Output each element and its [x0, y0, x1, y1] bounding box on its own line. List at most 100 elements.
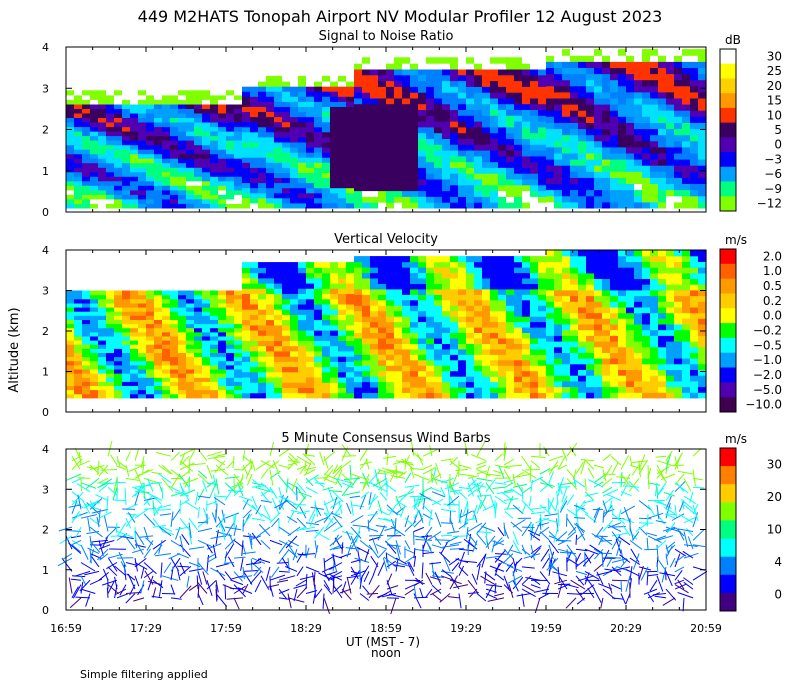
field-cell: [170, 149, 179, 155]
field-cell: [298, 116, 307, 123]
field-cell: [178, 302, 187, 308]
field-cell: [354, 196, 363, 203]
field-cell: [338, 314, 347, 321]
field-cell: [106, 331, 115, 337]
field-cell: [202, 167, 211, 173]
field-cell: [514, 370, 523, 377]
field-cell: [666, 61, 675, 68]
field-cell: [626, 104, 635, 111]
wind-barb: [401, 458, 415, 470]
field-cell: [570, 329, 579, 336]
field-cell: [490, 126, 499, 134]
field-cell: [466, 63, 475, 70]
wind-barb: [134, 491, 150, 493]
field-cell: [314, 152, 323, 158]
field-cell: [594, 312, 603, 319]
field-cell: [666, 85, 675, 93]
field-cell: [690, 375, 699, 382]
field-cell: [578, 85, 587, 93]
field-cell: [426, 359, 435, 366]
field-cell: [130, 103, 139, 109]
field-cell: [306, 314, 315, 321]
field-cell: [690, 128, 699, 136]
field-cell: [234, 348, 243, 353]
field-cell: [426, 370, 435, 377]
field-cell: [586, 278, 595, 285]
wind-barb: [118, 551, 127, 568]
field-cell: [538, 332, 547, 339]
field-cell: [682, 61, 691, 68]
field-cell: [266, 277, 275, 284]
field-cell: [554, 67, 563, 75]
field-cell: [90, 135, 99, 141]
field-cell: [282, 101, 291, 107]
field-cell: [162, 189, 171, 195]
field-cell: [170, 315, 179, 320]
field-cell: [450, 321, 459, 328]
field-cell: [210, 389, 219, 395]
field-cell: [554, 201, 563, 209]
field-cell: [298, 361, 307, 368]
field-cell: [250, 314, 259, 321]
field-cell: [178, 335, 187, 341]
field-cell: [482, 277, 491, 284]
field-cell: [226, 381, 235, 386]
field-cell: [538, 144, 547, 151]
field-cell: [666, 67, 675, 75]
field-cell: [426, 381, 435, 388]
field-cell: [474, 299, 483, 306]
field-cell: [482, 184, 491, 192]
wind-barb: [233, 571, 243, 582]
field-cell: [442, 288, 451, 295]
field-cell: [450, 392, 459, 399]
field-cell: [346, 162, 355, 168]
field-cell: [498, 272, 507, 279]
field-cell: [594, 380, 603, 388]
field-cell: [690, 79, 699, 87]
field-cell: [434, 167, 443, 174]
field-cell: [226, 203, 235, 209]
wind-barb: [359, 593, 370, 601]
field-cell: [530, 150, 539, 157]
field-cell: [578, 318, 587, 325]
field-cell: [266, 298, 275, 305]
field-cell: [570, 159, 579, 166]
field-cell: [250, 167, 259, 173]
field-cell: [506, 103, 515, 110]
field-cell: [674, 152, 683, 160]
field-cell: [426, 150, 435, 157]
field-cell: [690, 335, 699, 342]
wind-barb: [419, 587, 424, 599]
field-cell: [562, 295, 571, 302]
field-cell: [338, 192, 347, 199]
field-cell: [538, 392, 547, 399]
field-cell: [122, 298, 131, 304]
field-cell: [138, 381, 147, 386]
field-cell: [578, 165, 587, 172]
wind-barb: [177, 552, 190, 559]
field-cell: [698, 140, 707, 148]
field-cell: [274, 172, 283, 178]
field-cell: [218, 344, 227, 349]
field-cell: [266, 141, 275, 148]
field-cell: [290, 147, 299, 153]
field-cell: [394, 261, 403, 268]
field-cell: [274, 267, 283, 274]
field-cell: [554, 122, 563, 130]
wind-barb: [327, 575, 343, 580]
field-cell: [682, 171, 691, 178]
field-cell: [338, 283, 347, 289]
field-cell: [154, 368, 163, 374]
field-cell: [402, 310, 411, 317]
wind-barb: [230, 579, 244, 586]
field-cell: [674, 183, 683, 191]
field-cell: [466, 321, 475, 328]
field-cell: [138, 352, 147, 358]
field-cell: [666, 146, 675, 154]
field-cell: [626, 116, 635, 123]
field-cell: [306, 152, 315, 158]
field-cell: [338, 197, 347, 204]
field-cell: [626, 369, 635, 376]
field-cell: [362, 126, 371, 134]
field-cell: [474, 272, 483, 279]
